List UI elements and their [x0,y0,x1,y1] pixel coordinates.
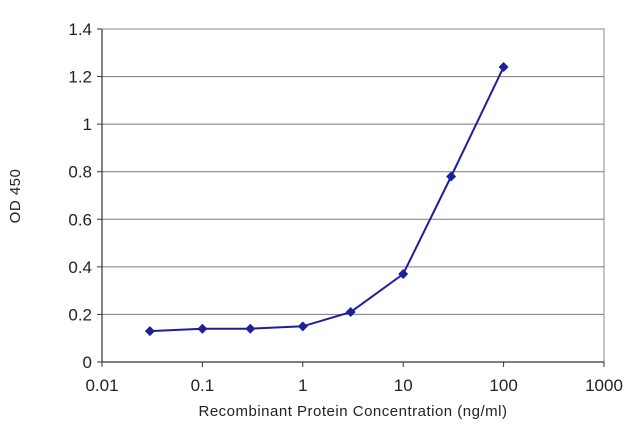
x-tick-label: 1000 [585,376,623,395]
y-axis-ticks: 0 0.2 0.4 0.6 0.8 1 1.2 1.4 [68,20,102,372]
data-point-marker [498,62,509,73]
data-point-marker [345,307,356,318]
y-tick-label: 1.4 [68,20,92,39]
x-tick-label: 0.01 [85,376,118,395]
data-series [144,62,509,337]
y-axis-title: OD 450 [7,169,24,224]
x-tick-label: 10 [394,376,413,395]
data-point-marker [398,268,409,279]
x-axis-ticks: 0.01 0.1 1 10 100 1000 [85,362,623,395]
x-tick-label: 0.1 [191,376,215,395]
gridlines [102,76,604,315]
data-point-marker [197,323,208,334]
x-axis-title: Recombinant Protein Concentration (ng/ml… [199,403,508,420]
x-tick-label: 1 [298,376,307,395]
data-point-marker [446,171,457,182]
y-tick-label: 0.8 [68,163,92,182]
x-tick-label: 100 [489,376,517,395]
data-point-marker [297,321,308,332]
y-tick-label: 0.2 [68,305,92,324]
axes [101,29,604,363]
y-tick-label: 1.2 [68,68,92,87]
plot-area [101,28,605,363]
y-tick-label: 1 [83,115,92,134]
data-point-marker [245,323,256,334]
y-tick-label: 0.4 [68,258,92,277]
series-line [149,66,505,333]
data-point-marker [144,326,155,337]
y-tick-label: 0.6 [68,210,92,229]
y-tick-label: 0 [83,353,92,372]
